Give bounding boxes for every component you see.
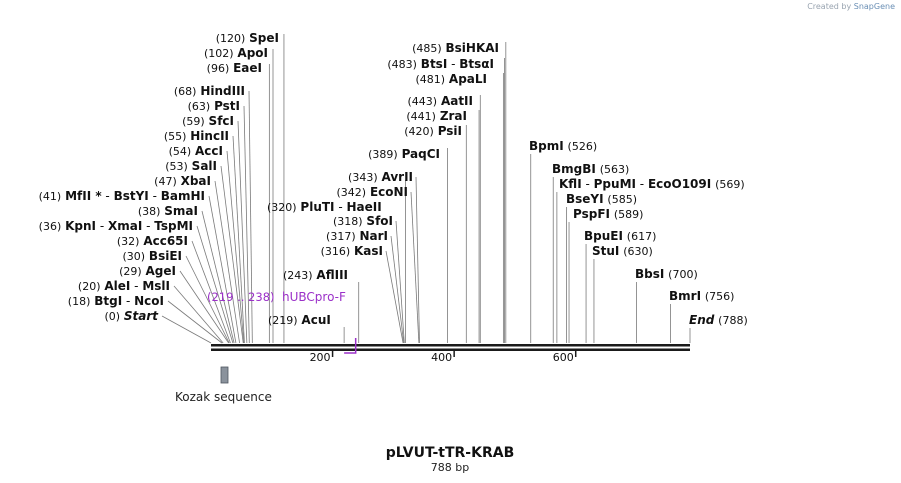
connector-sfci — [237, 120, 248, 344]
site-label-acci[interactable]: (54) AccI — [169, 144, 223, 158]
axis-ticks: 200 400 600 — [310, 351, 577, 364]
site-label-alei-msli[interactable]: (20) AleI - MslI — [78, 279, 170, 293]
site-label-psii[interactable]: (420) PsiI — [404, 124, 462, 138]
axis-label-400: 400 — [431, 351, 452, 364]
connector-sfoi — [395, 220, 405, 344]
connector-sali — [220, 165, 244, 344]
site-label-bmgbi[interactable]: BmgBI (563) — [552, 162, 629, 176]
site-label-sfci[interactable]: (59) SfcI — [182, 114, 234, 128]
site-label-sfoi[interactable]: (318) SfoI — [333, 214, 393, 228]
connector-acc65i — [191, 240, 231, 344]
site-label-bmri[interactable]: BmrI (756) — [669, 289, 734, 303]
site-label-nari[interactable]: (317) NarI — [326, 229, 388, 243]
site-label-agei[interactable]: (29) AgeI — [119, 264, 176, 278]
site-label-hindiii[interactable]: (68) HindIII — [174, 84, 245, 98]
site-label-bbsi[interactable]: BbsI (700) — [635, 267, 698, 281]
connector-psti — [243, 105, 250, 344]
connector-econi — [410, 191, 420, 344]
site-label-smai[interactable]: (38) SmaI — [138, 204, 198, 218]
kozak-feature-box[interactable] — [220, 366, 229, 384]
site-label-psti[interactable]: (63) PstI — [188, 99, 240, 113]
backbone-bottom-strand — [211, 348, 690, 351]
site-label-paqci[interactable]: (389) PaqCI — [368, 147, 440, 161]
connector-acci — [226, 150, 245, 344]
site-label-bpmi[interactable]: BpmI (526) — [529, 139, 597, 153]
snapgene-logo: SnapGene — [853, 2, 895, 11]
plasmid-name: pLVUT-tTR-KRAB — [386, 445, 515, 461]
connector-btgi — [167, 300, 223, 344]
site-label-kpni-xmai-tspmi[interactable]: (36) KpnI - XmaI - TspMI — [39, 219, 193, 233]
plasmid-length: 788 bp — [431, 461, 469, 474]
site-label-end[interactable]: End (788) — [689, 313, 748, 327]
site-label-acui[interactable]: (219) AcuI — [268, 313, 331, 327]
connector-start — [161, 315, 212, 344]
primer-arrow[interactable] — [344, 338, 357, 354]
site-label-mfii-bstyi-bamhi[interactable]: (41) MfII * - BstYI - BamHI — [39, 189, 205, 203]
site-label-sali[interactable]: (53) SalI — [165, 159, 217, 173]
connector-xbai — [214, 180, 240, 344]
connector-nari — [390, 235, 405, 344]
site-label-xbai[interactable]: (47) XbaI — [154, 174, 211, 188]
backbone-top-strand — [211, 344, 690, 347]
site-label-bsiei[interactable]: (30) BsiEI — [123, 249, 183, 263]
site-label-apoi[interactable]: (102) ApoI — [204, 46, 268, 60]
kozak-feature-label: Kozak sequence — [175, 390, 272, 404]
connector-alei — [173, 285, 224, 344]
connector-kasi — [385, 250, 404, 344]
credit-prefix: Created by — [807, 2, 852, 11]
connector-avrii — [415, 176, 420, 344]
site-label-acc65i[interactable]: (32) Acc65I — [117, 234, 188, 248]
site-label-kasi[interactable]: (316) KasI — [321, 244, 383, 258]
site-label-hincii[interactable]: (55) HincII — [164, 129, 229, 143]
snapgene-credit: Created by SnapGene — [807, 2, 895, 11]
site-label-pspfi[interactable]: PspFI (589) — [573, 207, 643, 221]
connector-agei — [179, 270, 229, 344]
connector-hincii — [232, 135, 245, 344]
axis-label-200: 200 — [310, 351, 331, 364]
site-label-afliii[interactable]: (243) AflIII — [283, 268, 348, 282]
site-label-bsihkai[interactable]: (485) BsiHKAI — [412, 41, 499, 55]
site-label-bpuei[interactable]: BpuEI (617) — [584, 229, 656, 243]
site-label-eaei[interactable]: (96) EaeI — [207, 61, 262, 75]
site-connectors — [161, 34, 691, 344]
primer-name[interactable]: hUBCpro-F — [282, 290, 346, 304]
connector-smai — [201, 210, 235, 344]
site-label-pluti-haeii[interactable]: (320) PluTI - HaeII — [267, 200, 382, 214]
axis-label-600: 600 — [553, 351, 574, 364]
connector-kpni — [196, 225, 234, 344]
site-label-btgi-ncoi[interactable]: (18) BtgI - NcoI — [68, 294, 164, 308]
site-label-zrai[interactable]: (441) ZraI — [406, 109, 467, 123]
site-label-start[interactable]: (0) Start — [104, 309, 159, 323]
primer-range: (219 .. 238) — [207, 290, 275, 304]
connector-bsiei — [185, 255, 230, 344]
site-label-btsi-bts-i[interactable]: (483) BtsI - BtsαI — [387, 57, 494, 71]
site-label-avrii[interactable]: (343) AvrII — [348, 170, 413, 184]
site-label-spei[interactable]: (120) SpeI — [216, 31, 279, 45]
site-label-kfli-ppumi-ecoo109i[interactable]: KflI - PpuMI - EcoO109I (569) — [559, 177, 745, 191]
site-label-apali[interactable]: (481) ApaLI — [415, 72, 487, 86]
connector-hindiii — [248, 90, 253, 344]
site-labels: (120) SpeI(102) ApoI(96) EaeI (68) HindII… — [39, 31, 748, 327]
site-label-stui[interactable]: StuI (630) — [592, 244, 653, 258]
connector-mfii — [208, 195, 237, 344]
site-label-bseyi[interactable]: BseYI (585) — [566, 192, 637, 206]
site-label-aatii[interactable]: (443) AatII — [408, 94, 473, 108]
site-label-econi[interactable]: (342) EcoNI — [337, 185, 408, 199]
